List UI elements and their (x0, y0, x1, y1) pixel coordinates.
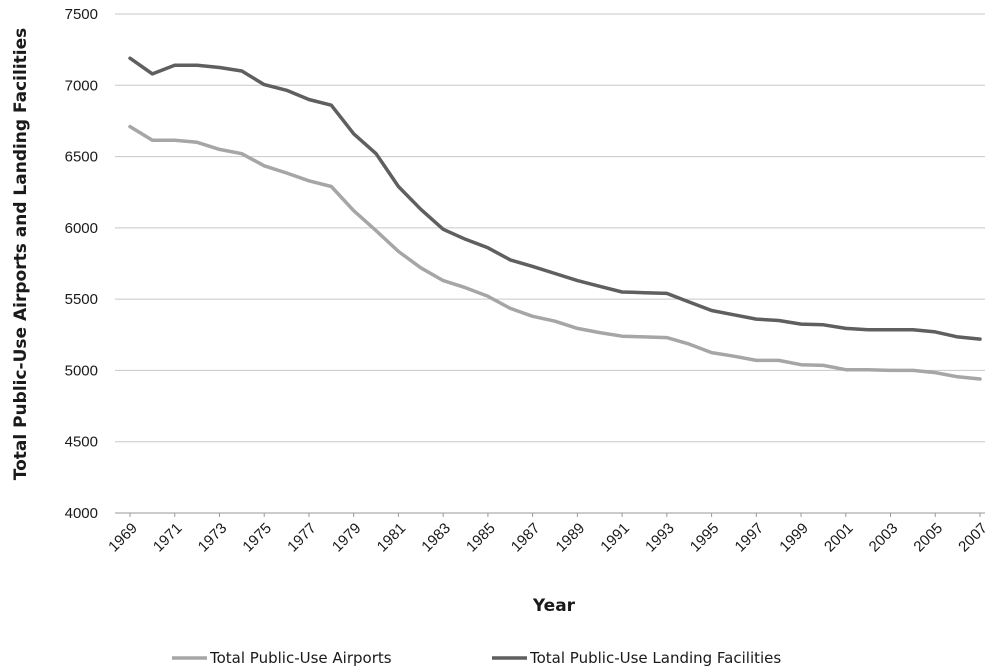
y-axis-title: Total Public-Use Airports and Landing Fa… (11, 28, 31, 481)
x-tick-label: 1989 (553, 520, 589, 556)
x-tick-label: 2003 (866, 520, 902, 556)
y-axis-tick-labels: 4000 4500 5000 5500 6000 6500 7000 7500 (65, 6, 98, 522)
x-tick-label: 1969 (105, 520, 141, 556)
x-tick-label: 1985 (463, 520, 499, 556)
series-line-landing-facilities (128, 56, 982, 341)
x-tick-label: 1983 (418, 520, 454, 556)
x-tick-label: 1981 (374, 520, 410, 556)
y-tick-label: 4500 (65, 434, 98, 451)
legend-label-airports: Total Public-Use Airports (209, 649, 392, 667)
legend-label-landing-facilities: Total Public-Use Landing Facilities (529, 649, 781, 667)
x-tick-label: 1993 (642, 520, 678, 556)
x-tick-label: 1975 (239, 520, 275, 556)
x-tick-label: 1999 (776, 520, 812, 556)
y-tick-label: 6000 (65, 220, 98, 237)
y-tick-label: 7500 (65, 6, 98, 23)
x-tick-label: 1973 (195, 520, 231, 556)
y-tick-label: 5000 (65, 362, 98, 379)
x-tick-label: 1991 (597, 520, 633, 556)
y-tick-label: 6500 (65, 149, 98, 166)
x-tick-label: 1987 (508, 520, 544, 556)
x-tick-label: 1979 (329, 520, 365, 556)
y-tick-label: 4000 (65, 505, 98, 522)
x-tick-label: 2005 (910, 520, 946, 556)
series-lines (128, 56, 982, 381)
legend: Total Public-Use Airports Total Public-U… (172, 649, 781, 667)
x-axis-title: Year (532, 596, 576, 616)
x-tick-label: 1997 (732, 520, 768, 556)
x-tick-label: 2007 (955, 520, 987, 556)
x-tick-label: 2001 (821, 520, 857, 556)
y-tick-label: 7000 (65, 77, 98, 94)
x-axis-tick-labels: 1969 1971 1973 1975 1977 1979 1981 1983 1985 1987… (105, 513, 987, 555)
x-tick-label: 1977 (284, 520, 320, 556)
y-tick-label: 5500 (65, 291, 98, 308)
series-line-airports (128, 124, 982, 381)
x-tick-label: 1995 (687, 520, 723, 556)
gridlines (115, 13, 985, 443)
x-tick-label: 1971 (150, 520, 186, 556)
